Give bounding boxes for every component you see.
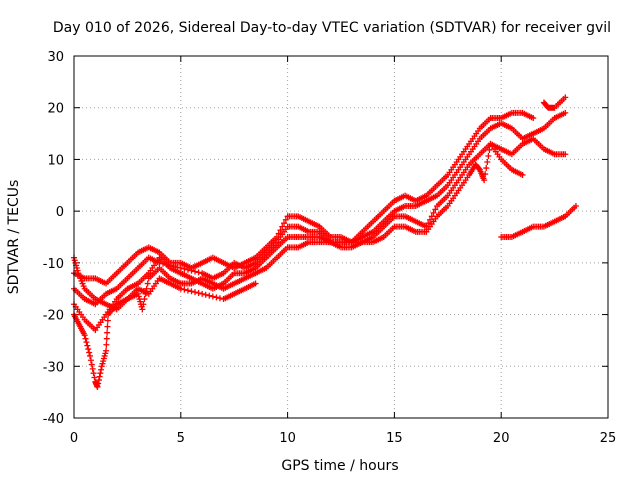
x-tick-label: 5 xyxy=(177,431,185,446)
data-point xyxy=(199,290,206,297)
y-tick-label: 20 xyxy=(47,102,64,117)
x-tick-label: 20 xyxy=(493,431,510,446)
data-point xyxy=(482,171,489,178)
y-tick-label: 10 xyxy=(47,153,64,168)
data-point xyxy=(483,165,490,172)
data-point xyxy=(184,287,191,294)
data-point xyxy=(139,306,146,313)
x-tick-label: 0 xyxy=(70,431,78,446)
data-point xyxy=(89,365,96,372)
data-point xyxy=(192,289,199,296)
data-point xyxy=(216,295,223,302)
data-point xyxy=(87,357,94,364)
data-point xyxy=(252,280,259,287)
data-point xyxy=(95,377,102,384)
data-point xyxy=(181,286,188,293)
x-tick-label: 10 xyxy=(279,431,296,446)
data-point xyxy=(97,370,104,377)
data-point xyxy=(188,267,195,274)
data-point xyxy=(432,206,439,213)
y-axis-label: SDTVAR / TECUs xyxy=(6,180,22,295)
data-point xyxy=(428,213,435,220)
data-point xyxy=(177,285,184,292)
x-axis-label: GPS time / hours xyxy=(281,458,398,474)
y-tick-label: -20 xyxy=(43,309,64,324)
data-point xyxy=(192,268,199,275)
data-point xyxy=(530,115,537,122)
data-point xyxy=(206,292,213,299)
y-tick-label: -30 xyxy=(43,360,64,375)
data-point xyxy=(103,347,110,354)
y-tick-label: 30 xyxy=(47,50,64,65)
data-point xyxy=(84,342,91,349)
data-point xyxy=(85,346,92,353)
data-point xyxy=(88,361,95,368)
data-point xyxy=(209,293,216,300)
data-point xyxy=(481,177,488,184)
data-point xyxy=(86,349,93,356)
data-point xyxy=(282,216,289,223)
data-point xyxy=(177,265,184,272)
x-tick-label: 15 xyxy=(386,431,403,446)
data-point xyxy=(425,220,432,227)
data-point xyxy=(90,370,97,377)
data-point xyxy=(82,335,89,342)
data-point xyxy=(202,291,209,298)
data-point xyxy=(83,339,90,346)
data-point xyxy=(140,301,147,308)
data-point xyxy=(103,335,110,342)
data-point xyxy=(184,266,191,273)
data-point xyxy=(104,323,111,330)
data-point xyxy=(275,230,282,237)
data-point xyxy=(103,341,110,348)
data-point xyxy=(94,383,101,390)
data-points xyxy=(71,94,579,390)
data-point xyxy=(279,223,286,230)
data-point xyxy=(427,216,433,223)
data-point xyxy=(277,227,284,234)
data-point xyxy=(98,366,105,373)
data-point xyxy=(519,171,526,178)
plot-frame xyxy=(73,55,609,419)
data-point xyxy=(188,288,195,295)
axis-ticks: 0 5 10 15 20 25 -40 -30 -20 -10 0 10 20 30 xyxy=(43,50,617,446)
data-point xyxy=(104,329,111,336)
y-tick-label: 0 xyxy=(56,205,64,220)
data-point xyxy=(430,209,437,216)
data-point xyxy=(91,374,98,381)
y-tick-label: -40 xyxy=(43,412,64,427)
data-point xyxy=(95,380,102,387)
data-point xyxy=(104,317,111,324)
data-point xyxy=(572,202,579,209)
data-point xyxy=(486,146,493,153)
x-tick-label: 25 xyxy=(600,431,617,446)
data-point xyxy=(96,373,103,380)
data-point xyxy=(562,94,569,101)
data-point xyxy=(562,109,569,116)
data-point xyxy=(141,296,148,303)
data-point xyxy=(562,151,569,158)
chart-title: Day 010 of 2026, Sidereal Day-to-day VTE… xyxy=(53,20,611,36)
data-point xyxy=(195,290,202,297)
data-point xyxy=(485,152,492,159)
data-point xyxy=(181,265,188,272)
data-point xyxy=(281,220,288,227)
data-point xyxy=(484,159,491,166)
data-point xyxy=(81,332,88,339)
data-point xyxy=(144,280,151,287)
data-point xyxy=(87,352,94,359)
data-point xyxy=(213,294,220,301)
y-tick-label: -10 xyxy=(43,257,64,272)
data-point xyxy=(195,269,202,276)
